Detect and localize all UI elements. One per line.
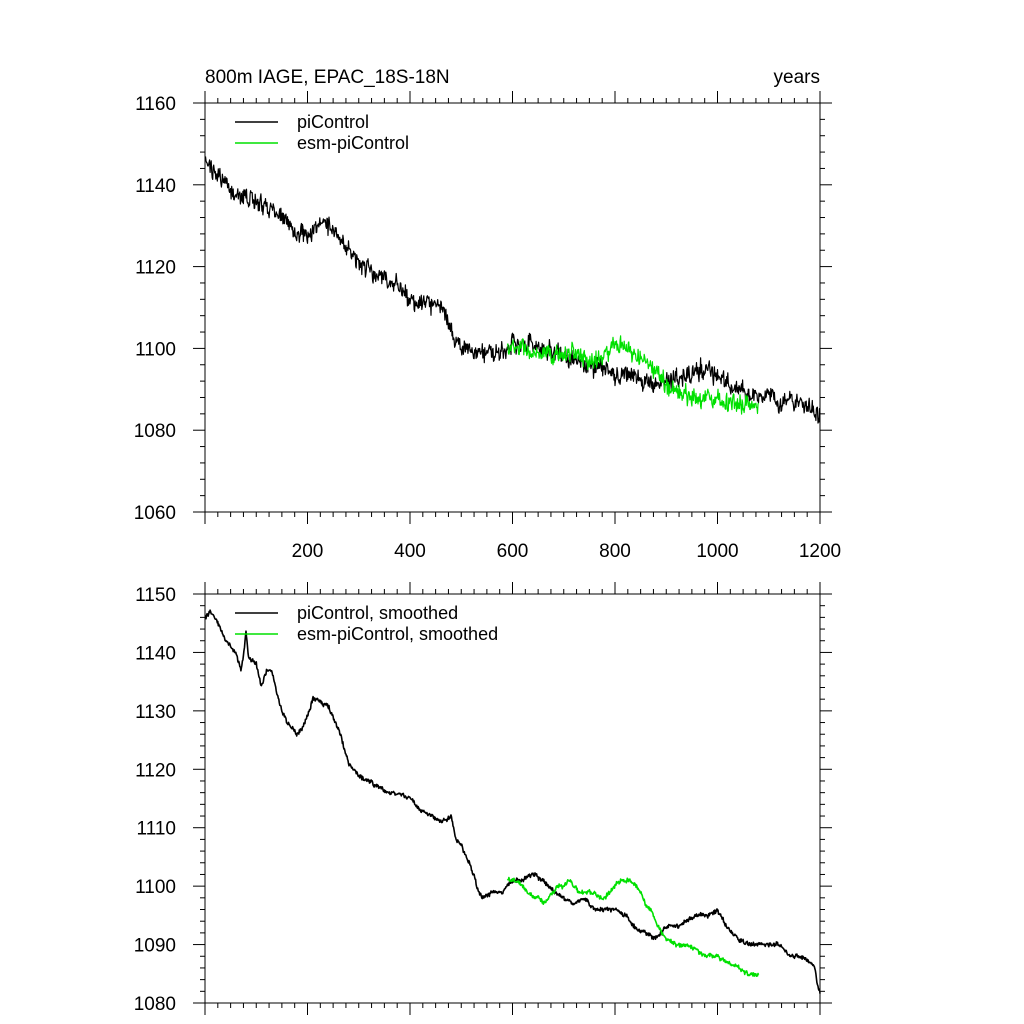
legend-label: piControl, smoothed — [297, 603, 458, 623]
series-line-esm-picontrol — [506, 876, 760, 978]
series-line-picontrol — [204, 609, 821, 994]
y-tick-label: 1090 — [134, 936, 176, 957]
y-tick-label: 1100 — [135, 339, 176, 360]
x-tick-label: 200 — [292, 541, 324, 562]
x-tick-label: 800 — [599, 541, 631, 562]
legend-label: esm-piControl — [297, 133, 409, 153]
x-tick-label: 1200 — [799, 541, 841, 562]
chart-title: 800m IAGE, EPAC_18S-18N — [205, 67, 450, 88]
series-line-esm-picontrol — [506, 335, 760, 415]
y-tick-label: 1160 — [135, 94, 176, 115]
units-label: years — [774, 67, 820, 88]
y-tick-label: 1150 — [135, 585, 176, 606]
top-panel: 200 400 600 800 1000 1200 1060 1080 1100 1120 1140… — [134, 91, 841, 562]
plot-frame — [204, 102, 821, 513]
y-tick-label: 1100 — [135, 877, 176, 898]
series-line-picontrol — [204, 156, 821, 424]
x-tick-label: 600 — [497, 541, 529, 562]
y-tick-label: 1140 — [135, 176, 176, 197]
y-tick-label: 1080 — [134, 994, 176, 1015]
y-tick-label: 1130 — [135, 702, 176, 723]
y-tick-label: 1120 — [135, 760, 176, 781]
bottom-panel: 1080 1090 1100 1110 1120 1130 1140 1150 piContro… — [134, 582, 832, 1015]
legend-label: piControl — [297, 112, 369, 132]
plot-frame — [204, 593, 821, 1004]
legend-label: esm-piControl, smoothed — [297, 624, 498, 644]
x-tick-label: 1000 — [696, 541, 738, 562]
y-tick-label: 1120 — [135, 258, 176, 279]
y-tick-label: 1060 — [134, 503, 176, 524]
x-tick-label: 400 — [394, 541, 426, 562]
y-tick-label: 1080 — [134, 421, 176, 442]
y-tick-label: 1140 — [135, 643, 176, 664]
y-tick-label: 1110 — [137, 819, 176, 840]
